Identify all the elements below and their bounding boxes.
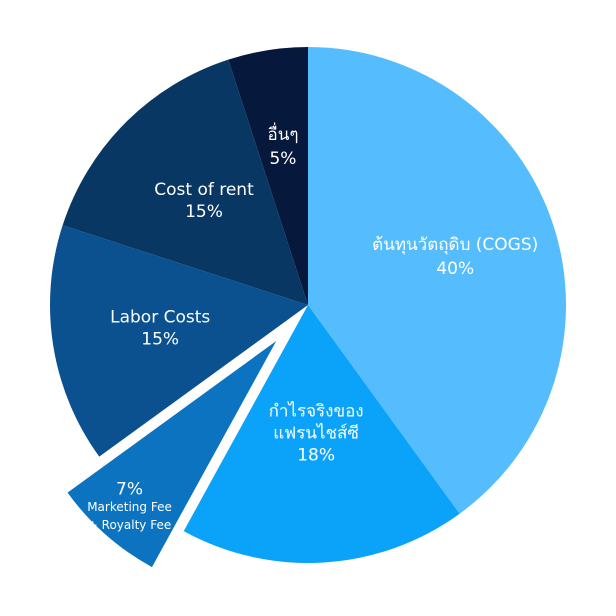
slice-label-2-line-2: + Royalty Fee	[88, 518, 171, 532]
slice-label-3-line-1: 15%	[141, 329, 179, 349]
pie-slice-0	[308, 47, 566, 514]
pie-slice-2	[67, 341, 277, 568]
slice-label-1-line-2: 18%	[297, 446, 335, 466]
slice-label-4-line-0: Cost of rent	[154, 180, 254, 200]
pie-slice-3	[49, 225, 308, 457]
slice-label-2-line-1: Marketing Fee	[87, 500, 172, 514]
pie-slice-4	[62, 59, 309, 306]
pie-slices	[49, 47, 566, 568]
slice-label-1-line-1: แฟรนไชส์ซี	[273, 423, 359, 444]
slice-label-1-line-0: กำไรจริงของ	[269, 401, 364, 422]
slice-label-5-line-1: 5%	[269, 149, 296, 169]
slice-label-3-line-0: Labor Costs	[110, 307, 210, 327]
slice-label-2-line-0: 7%	[116, 479, 143, 499]
slice-label-5-line-0: อื่นๆ	[267, 122, 298, 145]
slice-label-4-line-1: 15%	[185, 202, 223, 222]
pie-slice-1	[183, 305, 460, 563]
slice-label-0-line-1: 40%	[436, 259, 474, 279]
pie-labels: ต้นทุนวัตถุดิบ (COGS) 40% กำไรจริงของแฟรนไ…	[87, 122, 538, 532]
pie-slice-5	[228, 47, 308, 305]
slice-label-0-line-0: ต้นทุนวัตถุดิบ (COGS)	[372, 235, 538, 255]
